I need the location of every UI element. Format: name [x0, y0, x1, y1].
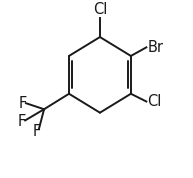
Text: Cl: Cl — [93, 2, 107, 17]
Text: F: F — [33, 124, 41, 139]
Text: Br: Br — [147, 40, 163, 55]
Text: F: F — [19, 96, 27, 111]
Text: F: F — [18, 114, 26, 129]
Text: Cl: Cl — [147, 94, 162, 109]
